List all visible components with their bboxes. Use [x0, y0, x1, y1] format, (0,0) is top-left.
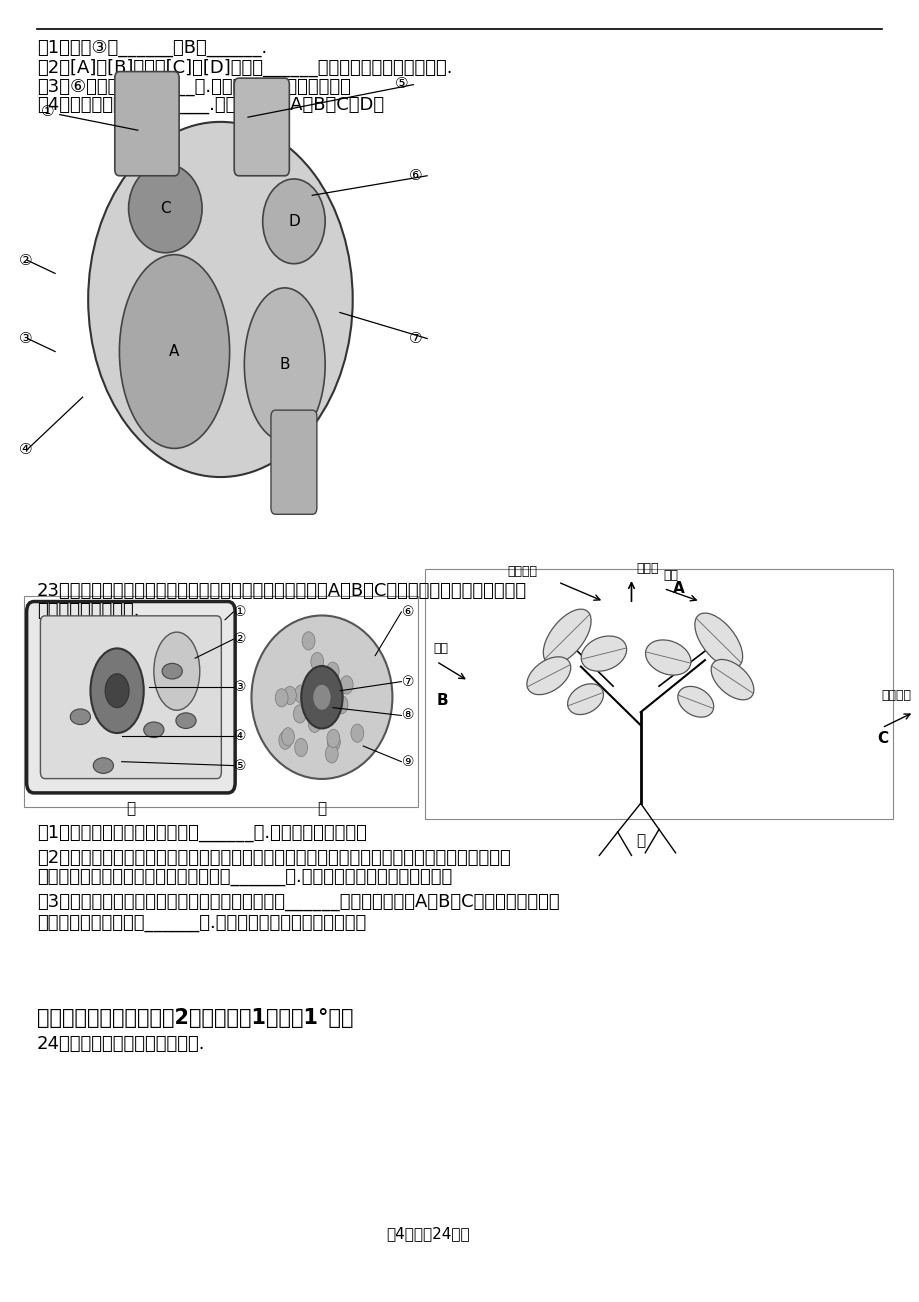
Text: ④: ④	[18, 441, 32, 457]
Ellipse shape	[694, 613, 742, 668]
Circle shape	[301, 631, 314, 650]
Ellipse shape	[543, 609, 591, 664]
Text: B: B	[436, 693, 448, 708]
Circle shape	[325, 745, 338, 763]
Text: 24．请阅读以下材料，回答问题.: 24．请阅读以下材料，回答问题.	[37, 1035, 205, 1053]
FancyBboxPatch shape	[271, 410, 316, 514]
Circle shape	[311, 652, 323, 671]
Ellipse shape	[70, 708, 90, 724]
Ellipse shape	[301, 665, 342, 729]
Text: ①: ①	[234, 605, 246, 618]
Text: 二氧化碳: 二氧化碳	[507, 565, 537, 578]
Ellipse shape	[710, 660, 753, 699]
Text: 乙: 乙	[317, 801, 326, 816]
Text: ②: ②	[18, 253, 32, 268]
Text: ⑦: ⑦	[408, 331, 422, 346]
Ellipse shape	[263, 178, 324, 264]
Ellipse shape	[567, 684, 603, 715]
Text: 甲: 甲	[126, 801, 135, 816]
Ellipse shape	[251, 616, 392, 779]
Circle shape	[340, 676, 353, 694]
Ellipse shape	[312, 685, 331, 711]
Text: （2）农业生产上，为提高产量，需要最大程度地满足农作物对光、二氧化碳和水的需求，以便提高: （2）农业生产上，为提高产量，需要最大程度地满足农作物对光、二氧化碳和水的需求，…	[37, 849, 510, 867]
Circle shape	[275, 689, 288, 707]
Ellipse shape	[527, 656, 570, 695]
Ellipse shape	[645, 639, 690, 676]
Text: （3）⑥中流动的是______血.（请选择填写：动脉；静脉）: （3）⑥中流动的是______血.（请选择填写：动脉；静脉）	[37, 78, 350, 96]
Text: ⑦: ⑦	[402, 674, 414, 689]
Text: A: A	[169, 344, 179, 359]
Text: D: D	[288, 214, 300, 229]
Text: 氧气: 氧气	[663, 569, 678, 582]
Circle shape	[278, 732, 291, 750]
FancyBboxPatch shape	[27, 602, 235, 793]
Text: 丙: 丙	[635, 833, 644, 849]
Text: ⑤: ⑤	[234, 759, 246, 772]
Circle shape	[308, 715, 321, 733]
Text: 二氧化碳: 二氧化碳	[880, 689, 911, 702]
Text: （3）图丙所示的生命活动所需要的能量来自于过程______（请选择填写：A；B；C）所释放的能量；: （3）图丙所示的生命活动所需要的能量来自于过程______（请选择填写：A；B；…	[37, 893, 559, 911]
Ellipse shape	[143, 721, 164, 737]
Text: C: C	[876, 730, 888, 746]
Text: ①: ①	[41, 104, 55, 120]
Text: （1）生物的遗传物质主要存在于______中.（请填写图中序号）: （1）生物的遗传物质主要存在于______中.（请填写图中序号）	[37, 824, 366, 842]
Text: ③: ③	[234, 680, 246, 694]
Text: A: A	[672, 581, 684, 596]
FancyBboxPatch shape	[234, 78, 289, 176]
Text: ②: ②	[234, 633, 246, 646]
Text: B: B	[279, 357, 289, 372]
Text: ⑥: ⑥	[408, 168, 422, 184]
Circle shape	[326, 663, 339, 681]
Ellipse shape	[581, 635, 626, 672]
Circle shape	[294, 738, 307, 756]
Text: ④: ④	[234, 729, 246, 742]
Text: 23．图中，图甲和图乙为两种生物细胞结构示意图，图丙中A、B、C分别表示发生在植物体内的生: 23．图中，图甲和图乙为两种生物细胞结构示意图，图丙中A、B、C分别表示发生在植…	[37, 582, 527, 600]
Text: ③: ③	[18, 331, 32, 346]
Ellipse shape	[677, 686, 713, 717]
Text: 理过程．请回答问题.: 理过程．请回答问题.	[37, 602, 139, 620]
Circle shape	[281, 728, 294, 746]
Text: 水蒸气: 水蒸气	[635, 562, 658, 575]
Text: 四、分析说明题（本题共2小题，每癲1分，共1°分）: 四、分析说明题（本题共2小题，每癲1分，共1°分）	[37, 1008, 353, 1027]
Text: ⑤: ⑤	[394, 76, 408, 91]
Ellipse shape	[88, 122, 352, 477]
Text: （1）图中③是______，B是______.: （1）图中③是______，B是______.	[37, 39, 267, 57]
Circle shape	[283, 686, 296, 704]
Text: 作用的效率．这一过程发生在图甲的结构______中.（请填写图中序号及结构名称）: 作用的效率．这一过程发生在图甲的结构______中.（请填写图中序号及结构名称）	[37, 868, 451, 887]
Ellipse shape	[129, 164, 202, 253]
Ellipse shape	[153, 631, 199, 710]
Circle shape	[335, 695, 347, 713]
Text: （4）体循环的起点是_______.（请选择填写：A；B；C；D）: （4）体循环的起点是_______.（请选择填写：A；B；C；D）	[37, 96, 383, 115]
FancyBboxPatch shape	[115, 72, 179, 176]
Ellipse shape	[162, 663, 182, 680]
Ellipse shape	[244, 288, 324, 441]
Circle shape	[294, 685, 307, 703]
Ellipse shape	[105, 674, 129, 708]
Text: 第4页（內24页）: 第4页（內24页）	[385, 1226, 469, 1242]
Ellipse shape	[93, 758, 113, 773]
Circle shape	[326, 729, 339, 747]
Ellipse shape	[90, 648, 143, 733]
Text: 这一过程发生在图甲的______中.（请填写图中序号及结构名称）: 这一过程发生在图甲的______中.（请填写图中序号及结构名称）	[37, 914, 366, 932]
Ellipse shape	[176, 713, 196, 729]
Text: （2）[A]与[B]之间、[C]与[D]之间有______，控制血液向一个方向流动.: （2）[A]与[B]之间、[C]与[D]之间有______，控制血液向一个方向流…	[37, 59, 452, 77]
Circle shape	[350, 724, 363, 742]
FancyBboxPatch shape	[40, 616, 221, 779]
Ellipse shape	[119, 255, 230, 448]
Text: 氧气: 氧气	[433, 642, 448, 655]
Text: C: C	[160, 201, 170, 216]
Text: ⑥: ⑥	[402, 605, 414, 618]
Circle shape	[293, 704, 306, 723]
Text: ⑧: ⑧	[402, 708, 414, 723]
Circle shape	[327, 733, 340, 751]
Text: ⑨: ⑨	[402, 755, 414, 768]
